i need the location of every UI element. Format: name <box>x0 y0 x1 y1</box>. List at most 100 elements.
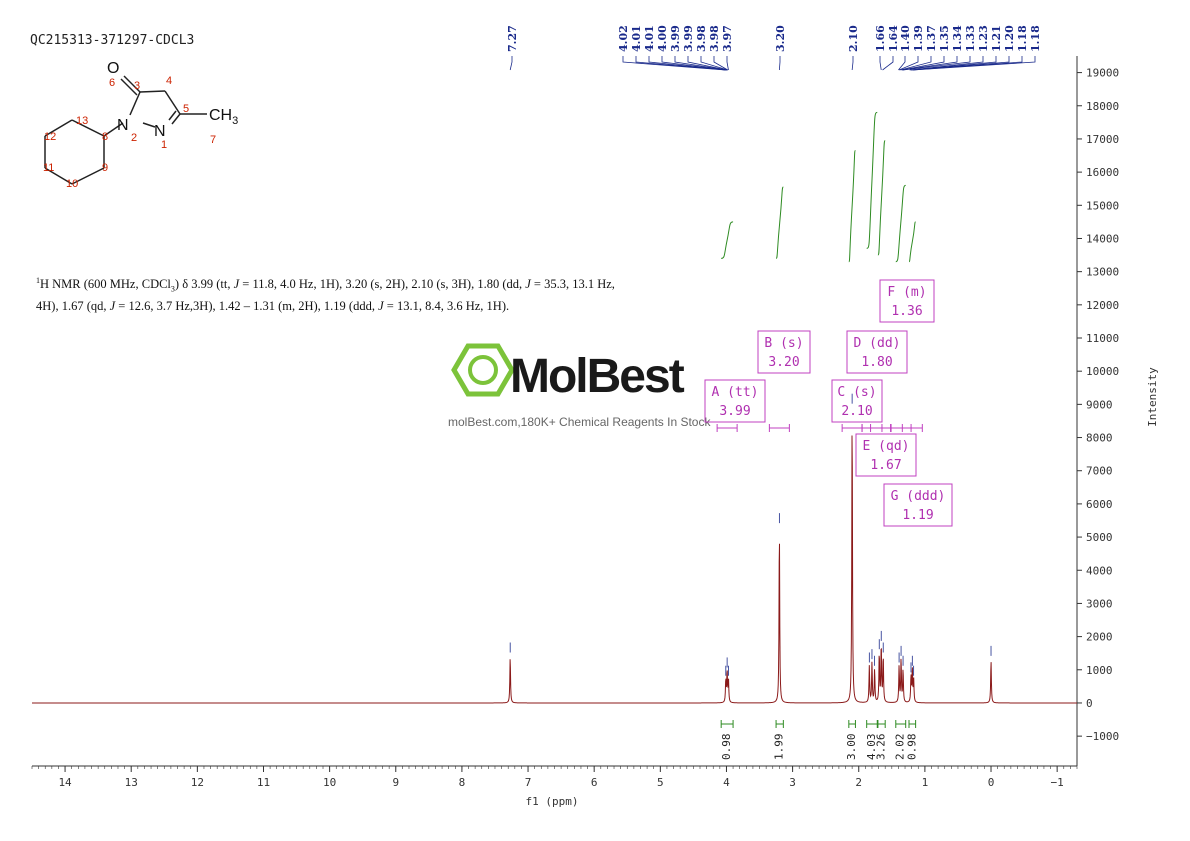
atom-nitrogen-2: N <box>117 117 129 134</box>
x-tick-label: 1 <box>922 776 929 789</box>
multiplet-label: G (ddd) <box>891 489 946 504</box>
integral-curve <box>848 150 856 263</box>
y-tick-label: 5000 <box>1086 531 1113 544</box>
y-tick-label: 2000 <box>1086 631 1113 644</box>
atom-number: 2 <box>131 132 137 144</box>
peak-label: 3.97 <box>721 25 734 52</box>
peak-label: 1.64 <box>887 25 900 52</box>
nmr-lead: H NMR (600 MHz, CDCl <box>40 277 171 292</box>
peak-label-connector <box>909 56 984 71</box>
x-tick-label: 6 <box>591 776 598 789</box>
y-tick-label: 8000 <box>1086 432 1113 445</box>
peak-label-connector <box>898 56 919 71</box>
y-tick-label: 3000 <box>1086 597 1113 610</box>
atom-oxygen: O <box>107 60 119 77</box>
atom-methyl: CH3 <box>209 107 238 127</box>
y-tick-label: 7000 <box>1086 465 1113 478</box>
integral-curve <box>721 221 734 259</box>
peak-label: 3.98 <box>695 25 708 52</box>
atom-number: 12 <box>44 131 56 143</box>
multiplet-box <box>846 330 908 374</box>
peak-label-connector <box>898 56 906 71</box>
integral-value: 2.02 <box>894 734 907 761</box>
peak-label: 1.18 <box>1016 25 1029 52</box>
x-tick-label: 3 <box>789 776 796 789</box>
y-tick-label: 14000 <box>1086 232 1119 245</box>
solvent-subscript: 3 <box>170 284 175 294</box>
x-tick-label: −1 <box>1051 776 1064 789</box>
y-tick-label: 16000 <box>1086 166 1119 179</box>
peak-label-connector <box>622 56 726 71</box>
peak-label-connector <box>901 56 945 71</box>
nmr-part: ) δ 3.99 (tt, <box>174 277 234 292</box>
multiplet-box <box>757 330 811 374</box>
peak-label-connector <box>700 56 728 71</box>
x-tick-label: 11 <box>257 776 270 789</box>
peak-label-connector <box>882 56 894 71</box>
watermark: MolBest molBest.com,180K+ Chemical Reage… <box>448 343 711 429</box>
integral-curve <box>866 111 878 249</box>
multiplet-box <box>879 279 935 323</box>
y-tick-label: 1000 <box>1086 664 1113 677</box>
peak-label-connector <box>726 56 729 71</box>
atom-number: 9 <box>102 162 108 174</box>
y-axis-label: Intensity <box>1146 367 1159 427</box>
y-tick-label: 15000 <box>1086 199 1119 212</box>
x-tick-label: 4 <box>723 776 730 789</box>
peak-label: 3.99 <box>682 25 695 52</box>
peak-label: 1.40 <box>899 25 912 52</box>
y-tick-label: 6000 <box>1086 498 1113 511</box>
peak-label: 1.18 <box>1029 25 1042 52</box>
peak-label-connector <box>635 56 726 71</box>
peak-label-connector <box>900 56 932 71</box>
peak-label-connector <box>903 56 971 71</box>
peak-label: 4.02 <box>617 25 630 52</box>
atom-number: 5 <box>183 103 189 115</box>
atom-number: 13 <box>76 115 88 127</box>
nmr-part: = 35.3, 13.1 Hz, 4H), 1.67 (qd, <box>36 277 615 313</box>
peak-label: 3.99 <box>669 25 682 52</box>
coupling-j: J <box>109 298 116 313</box>
y-tick-label: 18000 <box>1086 100 1119 113</box>
peak-label: 4.00 <box>656 25 669 52</box>
x-tick-label: 13 <box>125 776 138 789</box>
multiplet-label: C (s) <box>837 385 876 400</box>
peak-label: 4.01 <box>643 25 656 52</box>
y-tick-label: 13000 <box>1086 266 1119 279</box>
peak-label: 1.37 <box>925 25 938 52</box>
y-tick-label: 12000 <box>1086 299 1119 312</box>
peak-label-connector <box>674 56 728 71</box>
peak-label: 1.23 <box>977 25 990 52</box>
peak-label: 1.20 <box>1003 25 1016 52</box>
peak-label-connector <box>713 56 728 71</box>
molecule-structure: O N N CH3 6 3 4 5 7 2 1 8 13 12 11 10 9 <box>43 60 238 190</box>
x-tick-label: 7 <box>525 776 532 789</box>
x-axis-label: f1 (ppm) <box>526 795 579 808</box>
methyl-ch: CH <box>209 107 232 124</box>
peak-label: 4.01 <box>630 25 643 52</box>
x-tick-label: 10 <box>323 776 336 789</box>
x-tick-label: 2 <box>855 776 862 789</box>
integral-value: 4.03 <box>865 734 878 761</box>
peak-label: 3.20 <box>774 25 787 52</box>
multiplet-shift: 2.10 <box>841 404 872 419</box>
x-tick-label: 8 <box>459 776 466 789</box>
peak-label: 1.39 <box>912 25 925 52</box>
multiplet-shift: 1.80 <box>861 355 892 370</box>
integral-value: 1.99 <box>773 734 786 761</box>
multiplet-label: F (m) <box>887 285 926 300</box>
peak-label: 7.27 <box>506 25 519 52</box>
y-tick-label: 19000 <box>1086 67 1119 80</box>
multiplet-label: D (dd) <box>854 336 901 351</box>
integral-curve <box>877 140 886 256</box>
peak-label-connector <box>902 56 958 71</box>
sample-id: QC215313-371297-CDCL3 <box>30 33 195 48</box>
peak-label: 2.10 <box>847 25 860 52</box>
peak-label-connector <box>661 56 727 71</box>
multiplet-shift: 1.36 <box>891 304 922 319</box>
coupling-j: J <box>378 298 384 313</box>
multiplet-box <box>704 379 766 423</box>
atom-number: 1 <box>161 139 167 151</box>
atom-number: 10 <box>66 178 78 190</box>
